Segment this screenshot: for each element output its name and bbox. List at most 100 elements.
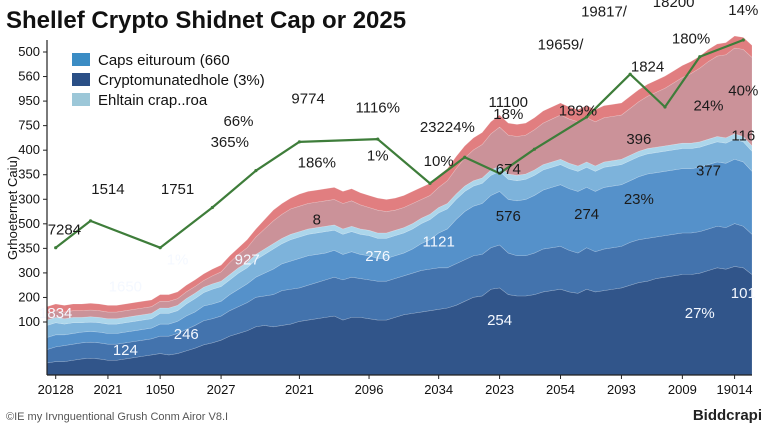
- data-label: 254: [487, 312, 512, 329]
- data-label: 24%: [693, 97, 723, 114]
- data-label: 8: [313, 211, 321, 228]
- y-tick-label: 500: [18, 216, 40, 231]
- y-tick-label: 500: [18, 44, 40, 59]
- area-layer-7: [46, 35, 753, 314]
- area-layer-2: [46, 223, 753, 364]
- y-tick-label: 100: [18, 314, 40, 329]
- legend-swatch-2: [72, 73, 90, 86]
- data-label: 40%: [728, 83, 758, 100]
- data-label: 18%: [493, 106, 523, 123]
- area-layer-3: [46, 158, 753, 350]
- legend-swatch-1: [72, 53, 90, 66]
- trend-point: [428, 181, 432, 185]
- data-label: 66%: [223, 113, 253, 130]
- data-label: 7284: [48, 221, 81, 238]
- data-label: 1116%: [355, 99, 399, 116]
- trend-point: [741, 38, 745, 42]
- x-tick-label: 2009: [668, 382, 697, 397]
- data-label: 927: [235, 251, 260, 268]
- data-label: 23224%: [420, 119, 475, 136]
- data-label: 11100: [489, 94, 529, 111]
- legend-label-1: Caps eituroum (660: [98, 52, 230, 69]
- y-tick-label: 300: [18, 265, 40, 280]
- trend-point: [158, 246, 162, 250]
- x-tick-label: 2093: [607, 382, 636, 397]
- x-tick-label: 2027: [207, 382, 236, 397]
- trend-point: [54, 246, 58, 250]
- trend-point: [698, 55, 702, 59]
- y-tick-label: 750: [18, 118, 40, 133]
- data-label: 377: [696, 162, 721, 179]
- data-label: 1%: [367, 148, 389, 165]
- y-tick-label: 560: [18, 69, 40, 84]
- trend-point: [585, 115, 589, 119]
- legend: Caps eituroum (660 Cryptomunatedhole (3%…: [72, 52, 265, 109]
- x-ticks: 20128 2021 1050 2027 2021 2096 2034 2023 2054 209…: [38, 375, 753, 397]
- data-label: 1%: [167, 251, 189, 268]
- data-label: 18200: [653, 0, 695, 11]
- trend-line: [55, 38, 744, 249]
- data-label: 9774: [291, 91, 324, 108]
- trend-point: [254, 169, 258, 173]
- data-label: 246: [174, 326, 199, 343]
- legend-swatch-3: [72, 93, 90, 106]
- y-tick-label: 300: [18, 191, 40, 206]
- trend-line-layer: [54, 38, 745, 250]
- data-label: 14%: [728, 2, 758, 19]
- data-label: 19817/: [581, 4, 628, 21]
- data-label: 1121: [423, 233, 455, 250]
- data-label: 365%: [211, 134, 249, 151]
- trend-point: [88, 219, 93, 223]
- trend-point: [297, 140, 302, 144]
- legend-label-3: Ehltain crap..roa: [98, 92, 208, 109]
- trend-point: [376, 137, 380, 141]
- x-tick-label: 2021: [93, 382, 122, 397]
- data-label: 1824: [631, 58, 664, 75]
- data-label: 1650: [109, 278, 142, 295]
- data-label: 1834: [39, 305, 72, 322]
- x-tick-label: 2054: [546, 382, 575, 397]
- area-layer-4: [46, 138, 753, 338]
- x-tick-label: 1050: [146, 382, 175, 397]
- data-label: 116: [731, 128, 755, 145]
- trend-point: [210, 205, 214, 210]
- x-tick-label: 19014: [717, 382, 753, 397]
- trend-point: [532, 147, 537, 151]
- trend-point: [663, 105, 667, 109]
- data-label: 576: [496, 208, 521, 225]
- y-tick-label: 350: [18, 167, 40, 182]
- y-tick-label: 350: [18, 240, 40, 255]
- data-label: 276: [365, 248, 390, 265]
- trend-point: [497, 171, 502, 175]
- data-label: 396: [626, 131, 651, 148]
- y-tick-label: 400: [18, 142, 40, 157]
- data-label: 180%: [672, 30, 710, 47]
- y-axis-label: Grhoeternet Caiu): [5, 156, 20, 260]
- trend-point: [628, 72, 632, 76]
- data-label: 23%: [624, 191, 654, 208]
- y-tick-label: 200: [18, 289, 40, 304]
- data-label: 101: [731, 285, 756, 302]
- legend-label-2: Cryptomunatedhole (3%): [98, 72, 265, 89]
- y-tick-label: 950: [18, 93, 40, 108]
- axes: 100 200 300 350 500 300 350 400 750 950 560 500 201…: [18, 40, 753, 397]
- data-label: 124: [113, 342, 138, 359]
- area-layers: [46, 35, 753, 376]
- data-label: 1751: [161, 181, 194, 198]
- x-tick-label: 2034: [424, 382, 453, 397]
- data-label: 674: [496, 161, 521, 178]
- x-tick-label: 2096: [355, 382, 384, 397]
- data-label: 19659/: [538, 36, 585, 53]
- data-label: 1514: [91, 181, 124, 198]
- x-tick-label: 20128: [38, 382, 74, 397]
- footer-brand: Biddcrapi: [693, 407, 762, 424]
- data-label: 274: [574, 206, 599, 223]
- footer-source: ©IE my Irvnguentional Grush Conm Airor V…: [6, 411, 228, 423]
- data-label: 186%: [298, 154, 336, 171]
- y-ticks: 100 200 300 350 500 300 350 400 750 950 560 500: [18, 44, 47, 329]
- trend-point: [463, 155, 467, 159]
- data-label: 10%: [424, 153, 454, 170]
